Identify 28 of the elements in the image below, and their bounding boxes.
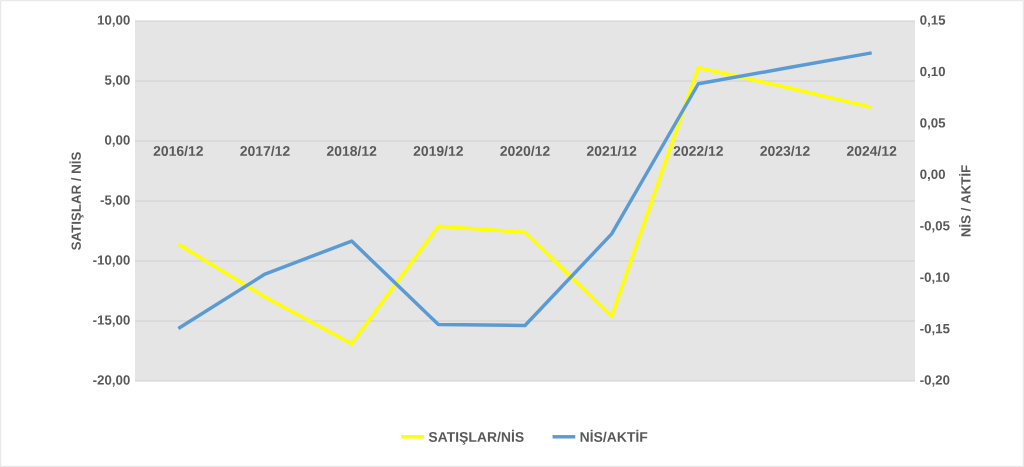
x-tick-label: 2020/12: [500, 145, 550, 157]
y2-tick-label: -0,15: [920, 323, 950, 336]
x-tick-label: 2018/12: [326, 145, 377, 157]
y2-tick-label: -0,10: [920, 272, 950, 284]
x-tick-label: 2016/12: [153, 145, 203, 157]
y2-tick-label: 0,15: [920, 15, 946, 27]
y2-axis-title: NİS / AKTİF: [959, 165, 971, 237]
y-axis-title: SATIŞLAR / NİS: [69, 152, 84, 250]
x-tick-label: 2019/12: [413, 145, 463, 157]
y2-tick-label: -0,20: [920, 375, 950, 387]
x-tick-label: 2021/12: [586, 145, 637, 157]
y2-tick-label: -0,05: [920, 221, 950, 233]
y-tick-label: -10,00: [93, 255, 130, 267]
x-tick-label: 2022/12: [673, 145, 723, 157]
y2-tick-label: 0,10: [920, 66, 946, 79]
y-tick-label: 0,00: [104, 135, 130, 147]
y-tick-label: -20,00: [93, 375, 130, 387]
y-tick-label: 10,00: [97, 15, 130, 27]
y-tick-label: -5,00: [100, 195, 130, 207]
legend-label: SATIŞLAR/NİS: [428, 429, 524, 445]
x-tick-label: 2017/12: [240, 145, 290, 157]
legend-label: NİS/AKTİF: [580, 429, 648, 443]
y2-tick-label: 0,00: [920, 169, 946, 181]
x-tick-label: 2024/12: [846, 145, 897, 157]
y2-tick-label: 0,05: [920, 118, 946, 130]
y-tick-label: -15,00: [93, 315, 130, 327]
x-tick-label: 2023/12: [760, 145, 810, 157]
y-tick-label: 5,00: [104, 75, 130, 87]
